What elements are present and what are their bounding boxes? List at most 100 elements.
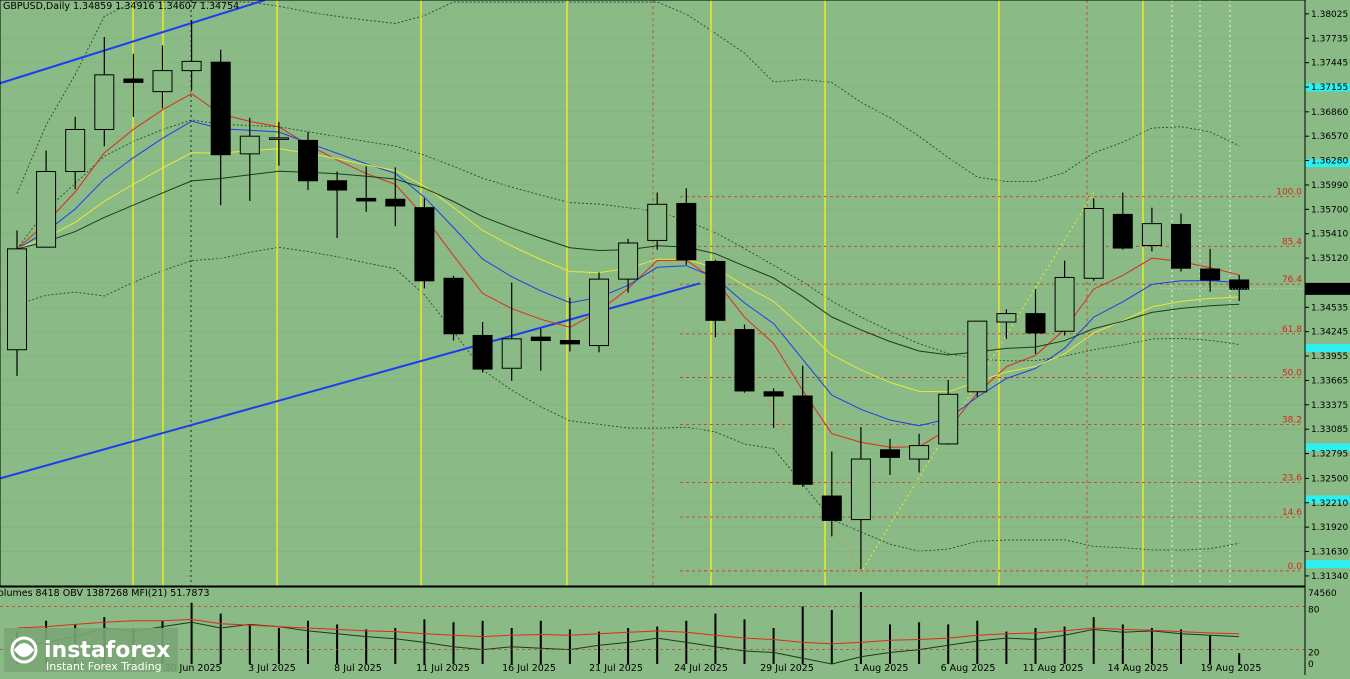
candle — [763, 388, 784, 428]
level-marker — [1305, 495, 1350, 504]
candle — [356, 166, 377, 212]
candle-body — [734, 329, 755, 392]
candle — [472, 322, 493, 373]
candle — [1229, 274, 1250, 301]
main-pane-border — [0, 0, 1306, 587]
candle-body — [589, 278, 609, 347]
upper-trendline — [0, 0, 266, 85]
y-tick-label: 1.34245 — [1311, 328, 1348, 338]
x-tick-label: 11 Jul 2025 — [416, 663, 470, 674]
y-tick-label: 1.31920 — [1311, 523, 1348, 533]
candle-body — [763, 391, 784, 397]
candle — [94, 36, 115, 147]
y-tick-label: 1.37155 — [1311, 83, 1348, 93]
y-tick-label: 1.33085 — [1311, 425, 1348, 435]
candle — [938, 380, 959, 445]
candle-body — [181, 60, 202, 72]
candle — [705, 259, 726, 338]
candle — [1171, 213, 1191, 272]
candle — [1112, 192, 1133, 250]
fib-label: 14.6 — [1282, 508, 1302, 518]
candle — [559, 297, 580, 352]
fib-label: 76.4 — [1282, 275, 1302, 285]
candle-body — [327, 180, 348, 191]
candle-body — [1229, 279, 1250, 290]
candle-body — [443, 277, 464, 335]
fib-label: 61.8 — [1282, 325, 1302, 335]
instaforex-logo: instaforex Instant Forex Trading — [4, 628, 178, 673]
candle-body — [647, 203, 668, 241]
y-tick-label: 1.34535 — [1311, 303, 1348, 313]
y-tick-label: 1.37445 — [1311, 59, 1348, 69]
current-price-label: 1.34754 — [1308, 285, 1345, 295]
candle-body — [618, 242, 639, 280]
level-marker — [1305, 560, 1350, 569]
volume-axis-label: 80 — [1308, 605, 1320, 615]
candle-body — [356, 197, 377, 202]
candle-body — [850, 458, 871, 521]
candle — [36, 150, 57, 248]
candle-body — [821, 495, 842, 521]
candle — [327, 171, 348, 238]
candle-body — [36, 171, 57, 248]
candle-body — [1112, 213, 1133, 249]
y-tick-label: 1.32500 — [1311, 474, 1348, 484]
candle — [676, 188, 697, 265]
indicator-header: olumes 8418 OBV 1387268 MFI(21) 51.7873 — [0, 588, 210, 599]
candle — [298, 131, 318, 191]
candle-body — [7, 248, 27, 351]
level-marker — [1305, 443, 1350, 452]
obv-line — [16, 621, 1240, 665]
fib-label: 23.6 — [1282, 474, 1302, 484]
candle-body — [152, 70, 173, 93]
candle — [880, 438, 900, 476]
candle-body — [530, 336, 551, 342]
candle — [123, 53, 144, 117]
candle — [414, 198, 435, 289]
candle — [734, 324, 755, 393]
candle-body — [123, 78, 144, 83]
candle-body — [938, 393, 959, 445]
y-tick-label: 1.35410 — [1311, 230, 1348, 240]
candle-body — [559, 340, 580, 345]
logo-tagline: Instant Forex Trading — [46, 660, 162, 673]
x-tick-label: 19 Aug 2025 — [1201, 663, 1262, 674]
candle-body — [1083, 208, 1104, 279]
level-marker — [1305, 83, 1350, 92]
candle-body — [792, 395, 813, 485]
volume-axis-label: 74560 — [1308, 589, 1337, 599]
candle — [967, 320, 988, 397]
x-tick-label: 1 Aug 2025 — [854, 663, 909, 674]
y-tick-label: 1.32795 — [1311, 450, 1348, 460]
bollinger-upper — [16, 1, 1240, 194]
level-marker — [1305, 344, 1350, 353]
candle-body — [967, 320, 988, 393]
logo-name: instaforex — [44, 638, 170, 663]
candle — [1141, 207, 1162, 252]
y-tick-label: 1.36860 — [1311, 108, 1348, 118]
bollinger-mid — [16, 119, 1240, 362]
fib-label: 0.0 — [1288, 562, 1303, 572]
candle-body — [880, 449, 900, 458]
candle — [647, 192, 668, 250]
candle-body — [996, 313, 1017, 323]
candle — [821, 451, 842, 537]
y-tick-label: 1.33665 — [1311, 376, 1348, 386]
y-tick-label: 1.37735 — [1311, 34, 1348, 44]
candle — [1083, 198, 1104, 281]
fib-label: 100.0 — [1276, 188, 1302, 198]
candle — [850, 427, 871, 570]
y-tick-label: 1.36570 — [1311, 132, 1348, 142]
candle — [181, 20, 202, 90]
candle-body — [94, 74, 115, 130]
candle-body — [1171, 223, 1191, 269]
candle — [239, 117, 260, 201]
candle-body — [1025, 313, 1046, 334]
candle — [1054, 260, 1075, 336]
y-tick-label: 1.32210 — [1311, 499, 1348, 509]
y-tick-label: 1.31340 — [1311, 572, 1348, 582]
y-tick-label: 1.33375 — [1311, 401, 1348, 411]
candle — [65, 116, 86, 190]
